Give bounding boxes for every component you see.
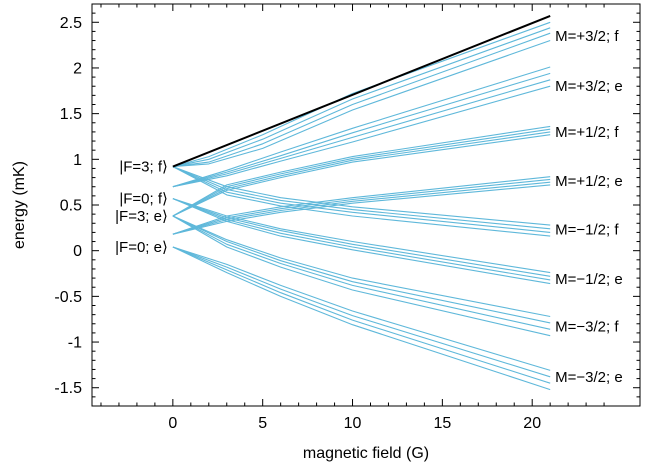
energy-level-line	[172, 166, 551, 226]
y-tick-label: 1.5	[60, 106, 82, 123]
energy-level-line	[172, 215, 551, 318]
energy-level-line	[172, 181, 551, 235]
branch-label: M=+1/2; e	[555, 173, 623, 190]
zero-field-state-label: |F=3; e⟩	[115, 208, 168, 225]
energy-level-line	[172, 198, 551, 281]
energy-level-line	[172, 178, 551, 235]
x-tick-label: 20	[523, 415, 541, 432]
energy-level-line	[172, 246, 551, 378]
stretched-state-line	[172, 14, 551, 168]
energy-level-line	[172, 131, 551, 217]
series-layer	[172, 14, 551, 391]
energy-level-line	[172, 215, 551, 324]
energy-level-line	[172, 215, 551, 337]
y-tick-label: 1	[73, 152, 82, 169]
x-tick-label: 10	[344, 415, 362, 432]
y-tick-label: 0	[73, 243, 82, 260]
branch-label: M=−3/2; f	[555, 319, 619, 336]
energy-level-line	[172, 32, 551, 168]
y-tick-label: -0.5	[54, 289, 82, 306]
branch-label: M=+3/2; f	[555, 28, 619, 45]
zero-field-label-bg	[99, 206, 168, 225]
branch-label: M=+1/2; f	[555, 124, 619, 141]
energy-level-line	[172, 66, 551, 188]
energy-level-line	[172, 128, 551, 217]
zero-field-state-label: |F=0; e⟩	[115, 239, 168, 256]
x-tick-label: 5	[258, 415, 267, 432]
energy-level-line	[172, 166, 551, 237]
zero-field-state-label: |F=0; f⟩	[119, 191, 168, 208]
y-tick-label: -1	[68, 335, 82, 352]
energy-level-line	[172, 246, 551, 384]
branch-label: M=−3/2; e	[555, 369, 623, 386]
energy-level-line	[172, 246, 551, 391]
energy-level-line	[172, 21, 551, 168]
plot-frame	[91, 3, 641, 407]
energy-level-line	[172, 166, 551, 233]
energy-level-line	[172, 27, 551, 168]
x-tick-label: 0	[168, 415, 177, 432]
y-tick-label: 0.5	[60, 198, 82, 215]
energy-level-line	[172, 125, 551, 217]
energy-level-line	[172, 166, 551, 230]
energy-level-line	[172, 79, 551, 188]
zero-field-label-bg	[99, 189, 168, 208]
energy-level-line	[172, 39, 551, 168]
branch-label: M=−1/2; f	[555, 222, 619, 239]
energy-level-line	[172, 134, 551, 217]
energy-level-line	[172, 198, 551, 285]
energy-level-line	[172, 184, 551, 235]
y-tick-label: -1.5	[54, 380, 82, 397]
branch-label: M=−1/2; e	[555, 271, 623, 288]
energy-level-line	[172, 198, 551, 274]
x-axis-title: magnetic field (G)	[303, 445, 429, 462]
energy-level-line	[172, 246, 551, 371]
zero-field-state-label: |F=3; f⟩	[119, 159, 168, 176]
tick-layer: 0 5 10 15 20 2.5 2 1.5 1 0.5 0 -0.5 -1 -1.5	[54, 4, 640, 432]
energy-level-line	[172, 198, 551, 277]
label-layer: |F=3; f⟩ |F=0; f⟩|F=3; e⟩ |F=0; e⟩ M=+3/2; …	[99, 28, 623, 386]
zero-field-label-bg	[99, 157, 168, 176]
y-tick-label: 2	[73, 60, 82, 77]
y-tick-label: 2.5	[60, 15, 82, 32]
energy-level-line	[172, 72, 551, 188]
energy-level-line	[172, 215, 551, 330]
energy-level-line	[172, 176, 551, 235]
branch-label: M=+3/2; e	[555, 78, 623, 95]
x-tick-label: 15	[433, 415, 451, 432]
y-axis-title: energy (mK)	[11, 161, 28, 249]
zero-field-label-bg	[99, 238, 168, 257]
